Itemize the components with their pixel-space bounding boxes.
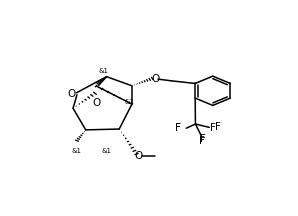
Text: F: F xyxy=(210,123,216,133)
Text: &1: &1 xyxy=(124,98,134,105)
Text: F: F xyxy=(200,134,206,144)
Text: O: O xyxy=(151,74,159,84)
Text: F: F xyxy=(175,123,181,133)
Text: F: F xyxy=(199,136,205,146)
Text: O: O xyxy=(92,98,100,108)
Text: &1: &1 xyxy=(102,148,111,154)
Text: &1: &1 xyxy=(98,68,108,74)
Text: O: O xyxy=(134,151,142,161)
Text: &1: &1 xyxy=(71,148,81,154)
Text: O: O xyxy=(67,89,76,99)
Text: F: F xyxy=(175,123,181,133)
Text: F: F xyxy=(215,122,221,132)
